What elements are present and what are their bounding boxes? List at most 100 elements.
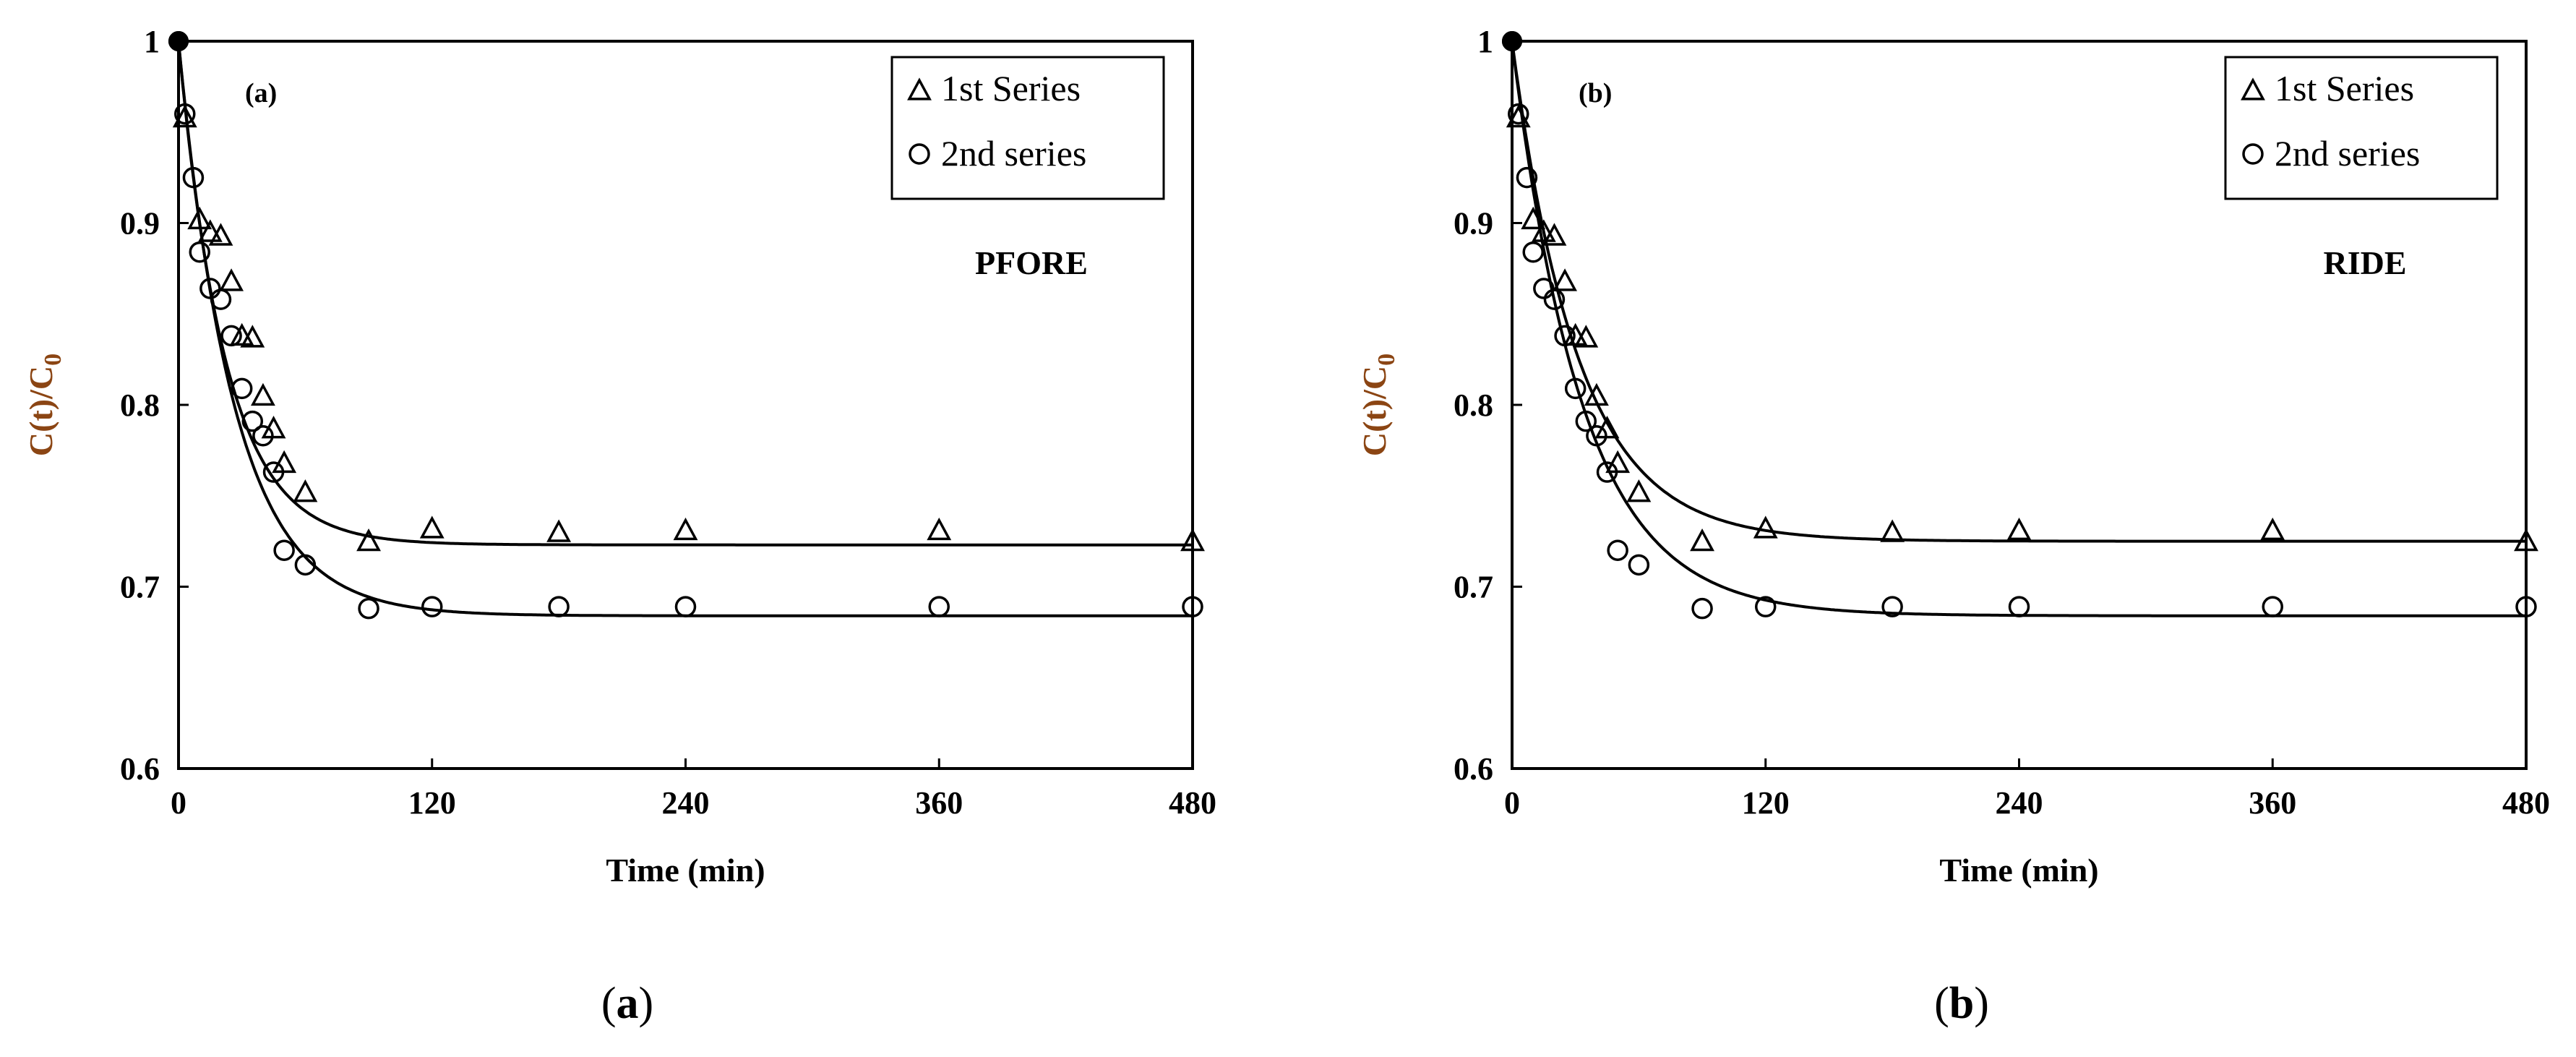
x-tick-label: 0 xyxy=(171,785,186,821)
series-2nd-point xyxy=(220,325,242,347)
model-annotation: RIDE xyxy=(2323,244,2406,281)
y-tick-label: 0.8 xyxy=(1454,388,1493,423)
series-1st-point xyxy=(546,519,572,542)
y-axis-title-subscript: 0 xyxy=(1373,354,1400,366)
series-2nd-point xyxy=(2008,596,2030,617)
series-1st-point xyxy=(2006,517,2032,541)
y-axis-title-main: C(t)/C xyxy=(1356,366,1393,456)
series-1st-point xyxy=(927,517,952,541)
series-2nd-point xyxy=(2262,596,2283,617)
series-1st-point xyxy=(250,382,275,406)
legend-box xyxy=(890,56,1165,200)
caption-letter: a xyxy=(617,979,639,1028)
x-axis-title: Time (min) xyxy=(1939,852,2098,889)
series-1st-point xyxy=(219,268,244,291)
series-1st-point xyxy=(1584,382,1609,406)
series-1st-point xyxy=(419,515,445,539)
series-2nd-point xyxy=(1586,425,1607,447)
figure-caption: (a) xyxy=(601,979,653,1028)
series-2nd-point xyxy=(1596,461,1618,483)
caption-open: ( xyxy=(601,979,617,1028)
series-1st-point xyxy=(1531,219,1556,242)
series-2nd-point xyxy=(1755,596,1777,617)
series-1st-point xyxy=(1506,104,1531,128)
series-2nd-point xyxy=(1554,325,1576,347)
y-axis-title-main: C(t)/C xyxy=(22,366,59,456)
series-2nd-point xyxy=(1575,410,1597,432)
series-2nd-point xyxy=(252,425,274,447)
series-2nd-point xyxy=(674,596,697,617)
series-2nd-point xyxy=(189,241,210,263)
figure-caption: (b) xyxy=(1934,979,1989,1028)
x-tick-label: 120 xyxy=(408,785,456,821)
x-tick-label: 360 xyxy=(2249,785,2296,821)
series-2nd-point xyxy=(1628,554,1650,576)
series-1st-point xyxy=(172,104,197,128)
y-axis-title: C(t)/C0 xyxy=(22,354,66,456)
caption-close: ) xyxy=(1974,979,1989,1028)
series-2nd-point xyxy=(1502,31,1522,51)
series-1st-point xyxy=(1521,206,1546,230)
series-2nd-point xyxy=(1691,597,1713,620)
legend-label-2nd: 2nd series xyxy=(2275,133,2420,174)
y-tick-label: 1 xyxy=(144,24,160,59)
series-2nd-point xyxy=(1543,288,1566,310)
series-2nd-point xyxy=(1564,377,1587,400)
series-2nd-point xyxy=(1607,539,1628,561)
x-tick-label: 0 xyxy=(1504,785,1520,821)
series-1st-point xyxy=(2514,528,2538,552)
x-tick-label: 240 xyxy=(662,785,710,821)
series-2nd-point xyxy=(210,288,232,310)
x-tick-label: 360 xyxy=(915,785,963,821)
x-tick-label: 240 xyxy=(1996,785,2043,821)
series-1st-point xyxy=(1690,528,1714,552)
x-tick-label: 480 xyxy=(1169,785,1216,821)
series-2nd-point xyxy=(1516,166,1538,189)
series-1st-point xyxy=(673,517,698,541)
x-tick-label: 480 xyxy=(2502,785,2550,821)
series-2nd-point xyxy=(1522,241,1544,263)
chart-panel-b: 0 120 240 360 480 0.6 0.7 0.8 0.9 1 Time (min) C(t)… xyxy=(1356,24,2550,1028)
fit-curve-1 xyxy=(177,40,1193,547)
series-2nd-point xyxy=(241,410,264,432)
legend-label-1st: 1st Series xyxy=(941,68,1081,108)
series-1st-point xyxy=(240,325,265,348)
series-2nd-point xyxy=(1508,103,1529,125)
series-2nd-point xyxy=(421,596,443,617)
series-2nd-point xyxy=(1182,596,1203,617)
x-tick-label: 120 xyxy=(1742,785,1790,821)
series-1st-point xyxy=(1880,519,1905,542)
series-1st-point xyxy=(187,206,212,230)
series-1st-point xyxy=(1542,223,1567,246)
series-1st-point xyxy=(356,528,381,552)
series-2nd-point xyxy=(294,554,317,576)
y-tick-label: 0.7 xyxy=(1454,570,1493,605)
series-2nd-point xyxy=(2515,596,2537,617)
series-2nd-point xyxy=(1881,596,1903,617)
y-tick-label: 0.9 xyxy=(120,206,160,241)
legend-triangle-icon xyxy=(2241,77,2265,100)
series-2nd-point xyxy=(358,597,379,620)
series-2nd-point xyxy=(548,596,570,617)
chart-panel-a: 0 120 240 360 480 0.6 0.7 0.8 0.9 1 Time (min) C(t)… xyxy=(22,24,1216,1028)
x-axis-title: Time (min) xyxy=(606,852,765,889)
y-axis-title: C(t)/C0 xyxy=(1356,354,1400,456)
model-annotation: PFORE xyxy=(975,244,1088,281)
y-tick-label: 0.6 xyxy=(1454,751,1493,787)
caption-close: ) xyxy=(639,979,654,1028)
y-tick-label: 0.7 xyxy=(120,570,160,605)
fit-curve-1 xyxy=(1511,40,2526,543)
series-1st-point xyxy=(293,479,318,502)
series-2nd-point xyxy=(231,377,253,400)
y-tick-label: 1 xyxy=(1477,24,1493,59)
series-2nd-point xyxy=(168,31,189,51)
series-1st-point xyxy=(1553,268,1578,291)
caption-open: ( xyxy=(1934,979,1949,1028)
series-2nd-point xyxy=(262,461,285,483)
legend-label-1st: 1st Series xyxy=(2275,68,2414,108)
series-2nd-point xyxy=(199,278,221,299)
y-axis-title-subscript: 0 xyxy=(40,354,66,366)
series-1st-point xyxy=(1180,528,1205,552)
series-2nd-point xyxy=(1533,278,1555,299)
